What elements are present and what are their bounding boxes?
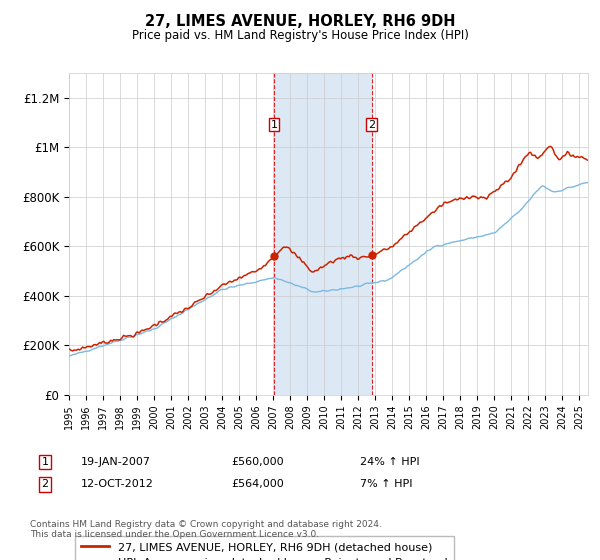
Text: 2: 2 — [368, 120, 375, 130]
Text: Price paid vs. HM Land Registry's House Price Index (HPI): Price paid vs. HM Land Registry's House … — [131, 29, 469, 42]
Text: Contains HM Land Registry data © Crown copyright and database right 2024.
This d: Contains HM Land Registry data © Crown c… — [30, 520, 382, 539]
Text: 12-OCT-2012: 12-OCT-2012 — [81, 479, 154, 489]
Text: £560,000: £560,000 — [231, 457, 284, 467]
Text: 1: 1 — [41, 457, 49, 467]
Text: 24% ↑ HPI: 24% ↑ HPI — [360, 457, 419, 467]
Text: 7% ↑ HPI: 7% ↑ HPI — [360, 479, 413, 489]
Text: 19-JAN-2007: 19-JAN-2007 — [81, 457, 151, 467]
Text: 1: 1 — [271, 120, 278, 130]
Text: 27, LIMES AVENUE, HORLEY, RH6 9DH: 27, LIMES AVENUE, HORLEY, RH6 9DH — [145, 14, 455, 29]
Bar — [274, 73, 371, 395]
Text: £564,000: £564,000 — [231, 479, 284, 489]
Text: 2: 2 — [41, 479, 49, 489]
Legend: 27, LIMES AVENUE, HORLEY, RH6 9DH (detached house), HPI: Average price, detached: 27, LIMES AVENUE, HORLEY, RH6 9DH (detac… — [74, 535, 454, 560]
